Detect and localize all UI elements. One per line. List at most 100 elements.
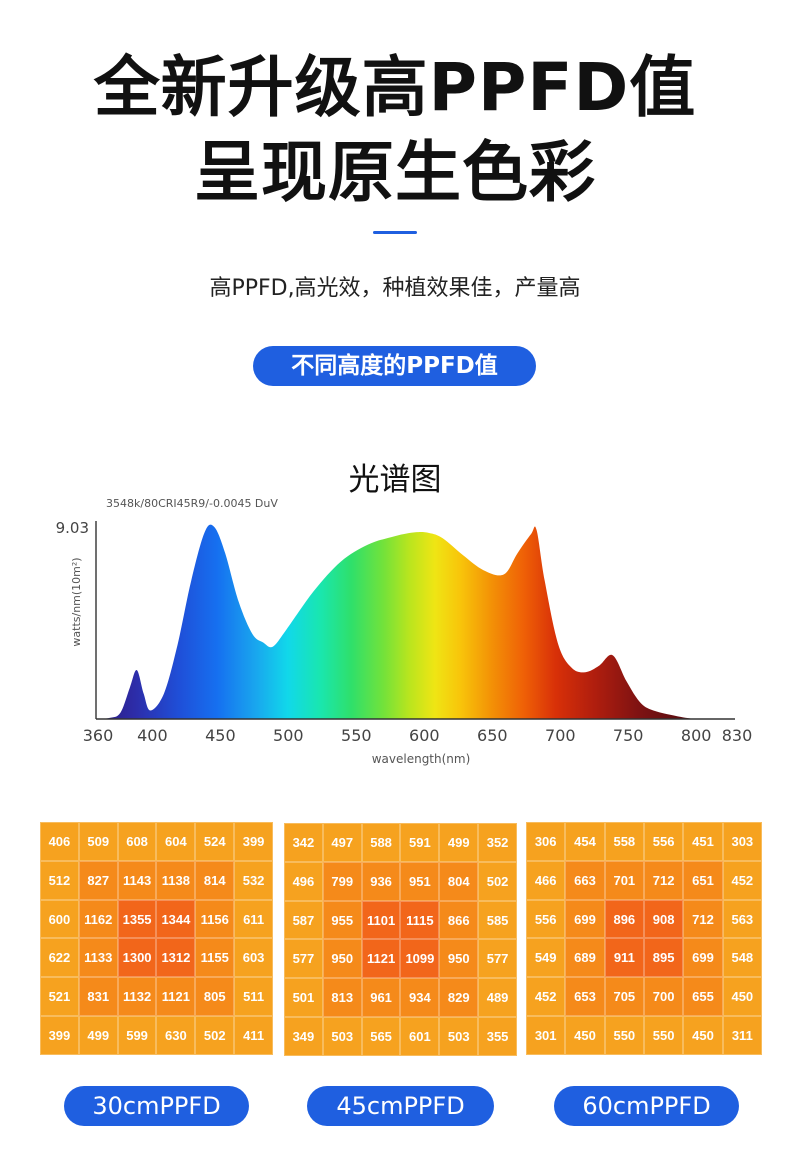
ppfd-cell: 497 [322, 823, 362, 862]
ppfd-cell: 712 [683, 899, 723, 939]
ppfd-grid-45cm: 342 497 588 591 499 352 496 799 936 951 804 502 587 9… [284, 823, 517, 1056]
ppfd-cell: 955 [322, 900, 362, 940]
ppfd-cell: 599 [117, 1016, 157, 1055]
ppfd-cell: 961 [361, 978, 401, 1018]
ppfd-cell: 502 [478, 861, 517, 901]
ppfd-cell: 499 [439, 823, 479, 862]
ppfd-cell: 700 [643, 977, 684, 1017]
ppfd-cell: 452 [526, 977, 566, 1017]
ppfd-cell: 512 [40, 860, 79, 900]
ppfd-cell: 556 [526, 899, 566, 939]
ppfd-cell: 950 [439, 939, 479, 979]
x-tick-400: 400 [137, 726, 168, 745]
ppfd-cell: 699 [565, 899, 605, 939]
ppfd-cell: 499 [78, 1016, 118, 1055]
ppfd-cell: 911 [604, 938, 644, 978]
ppfd-cell: 496 [284, 861, 323, 901]
ppfd-cell: 1143 [117, 860, 157, 900]
ppfd-cell: 827 [78, 860, 118, 900]
ppfd-cell: 653 [565, 977, 605, 1017]
ppfd-cell: 1162 [78, 899, 118, 939]
ppfd-cell: 503 [439, 1017, 479, 1056]
ppfd-cell: 604 [156, 822, 196, 861]
ppfd-grid-30cm: 406 509 608 604 524 399 512 827 1143 1138 814 532 60… [40, 822, 273, 1055]
ppfd-cell: 934 [400, 978, 440, 1018]
grid-label-60cm: 60cmPPFD [554, 1086, 739, 1126]
ppfd-cell: 550 [643, 1016, 684, 1055]
page-subtitle: 高PPFD,高光效，种植效果佳，产量高 [209, 276, 581, 301]
ppfd-cell: 303 [722, 822, 762, 861]
ppfd-cell: 355 [478, 1017, 517, 1056]
ppfd-cell: 1132 [117, 977, 157, 1017]
ppfd-cell: 908 [643, 899, 684, 939]
ppfd-cell: 577 [284, 939, 323, 979]
ppfd-cell: 399 [40, 1016, 79, 1055]
ppfd-cell: 829 [439, 978, 479, 1018]
spectrum-chart: 3548k/80CRI45R9/-0.0045 DuV 9.03 watts/n… [56, 497, 753, 766]
ppfd-cell: 689 [565, 938, 605, 978]
ppfd-cell: 712 [643, 860, 684, 900]
ppfd-cell: 311 [722, 1016, 762, 1055]
ppfd-cell: 1312 [156, 938, 196, 978]
ppfd-cell: 466 [526, 860, 566, 900]
ppfd-cell: 502 [195, 1016, 235, 1055]
ppfd-cell: 452 [722, 860, 762, 900]
ppfd-cell: 950 [322, 939, 362, 979]
ppfd-cell: 301 [526, 1016, 566, 1055]
ppfd-cell: 611 [234, 899, 273, 939]
ppfd-cell: 655 [683, 977, 723, 1017]
x-tick-360: 360 [83, 726, 114, 745]
ppfd-cell: 699 [683, 938, 723, 978]
y-tick-label: 9.03 [56, 519, 89, 537]
ppfd-cell: 601 [400, 1017, 440, 1056]
ppfd-cell: 450 [722, 977, 762, 1017]
ppfd-cell: 1155 [195, 938, 235, 978]
ppfd-cell: 342 [284, 823, 323, 862]
x-tick-700: 700 [545, 726, 576, 745]
ppfd-cell: 813 [322, 978, 362, 1018]
ppfd-cell: 503 [322, 1017, 362, 1056]
ppfd-cell: 603 [234, 938, 273, 978]
ppfd-cell: 306 [526, 822, 566, 861]
x-tick-450: 450 [205, 726, 236, 745]
ppfd-cell: 814 [195, 860, 235, 900]
y-axis-label: watts/nm(10m²) [70, 557, 83, 646]
ppfd-cell: 622 [40, 938, 79, 978]
ppfd-cell: 565 [361, 1017, 401, 1056]
ppfd-cell: 866 [439, 900, 479, 940]
x-tick-800: 800 [681, 726, 712, 745]
ppfd-cell: 608 [117, 822, 157, 861]
ppfd-cell: 951 [400, 861, 440, 901]
ppfd-cell: 406 [40, 822, 79, 861]
ppfd-cell: 587 [284, 900, 323, 940]
ppfd-cell: 511 [234, 977, 273, 1017]
ppfd-cell: 352 [478, 823, 517, 862]
ppfd-cell: 1121 [361, 939, 401, 979]
ppfd-cell: 588 [361, 823, 401, 862]
ppfd-cell: 451 [683, 822, 723, 861]
ppfd-cell: 349 [284, 1017, 323, 1056]
ppfd-cell: 1101 [361, 900, 401, 940]
ppfd-cell: 799 [322, 861, 362, 901]
spectrum-subtitle: 3548k/80CRI45R9/-0.0045 DuV [106, 497, 278, 510]
title-divider [373, 231, 417, 234]
ppfd-cell: 558 [604, 822, 644, 861]
ppfd-cell: 1355 [117, 899, 157, 939]
ppfd-cell: 399 [234, 822, 273, 861]
x-tick-600: 600 [409, 726, 440, 745]
ppfd-cell: 831 [78, 977, 118, 1017]
ppfd-cell: 591 [400, 823, 440, 862]
x-tick-500: 500 [273, 726, 304, 745]
ppfd-cell: 705 [604, 977, 644, 1017]
ppfd-cell: 585 [478, 900, 517, 940]
ppfd-cell: 563 [722, 899, 762, 939]
ppfd-cell: 450 [565, 1016, 605, 1055]
x-tick-550: 550 [341, 726, 372, 745]
ppfd-cell: 651 [683, 860, 723, 900]
ppfd-cell: 663 [565, 860, 605, 900]
spectrum-area [96, 524, 695, 719]
ppfd-cell: 896 [604, 899, 644, 939]
page-title-line1: 全新升级高PPFD值 [93, 49, 697, 126]
ppfd-cell: 411 [234, 1016, 273, 1055]
ppfd-cell: 895 [643, 938, 684, 978]
